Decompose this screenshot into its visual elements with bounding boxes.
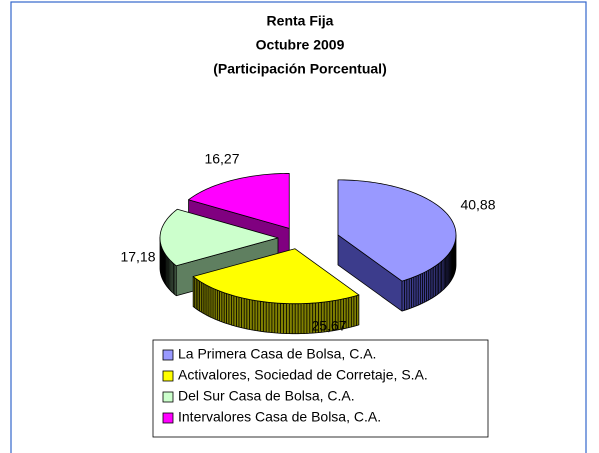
slice bbox=[159, 208, 279, 267]
chart-title: (Participación Porcentual) bbox=[213, 61, 386, 77]
data-label: 16,27 bbox=[204, 151, 239, 167]
legend-label: Del Sur Casa de Bolsa, C.A. bbox=[178, 388, 355, 404]
chart-title: Octubre 2009 bbox=[256, 37, 345, 53]
data-label: 40,88 bbox=[460, 197, 495, 213]
slice bbox=[192, 248, 360, 305]
legend-swatch bbox=[162, 412, 174, 424]
legend-label: La Primera Casa de Bolsa, C.A. bbox=[178, 346, 376, 362]
legend-swatch bbox=[162, 391, 174, 403]
data-label: 25,67 bbox=[311, 318, 346, 334]
legend-label: Intervalores Casa de Bolsa, C.A. bbox=[178, 409, 381, 425]
chart-title: Renta Fija bbox=[267, 13, 334, 29]
slice-side bbox=[192, 276, 360, 335]
slice bbox=[188, 173, 290, 229]
legend-label: Activalores, Sociedad de Corretaje, S.A. bbox=[178, 367, 428, 383]
legend-swatch bbox=[162, 370, 174, 382]
legend-box bbox=[152, 339, 489, 438]
slice-side bbox=[337, 234, 457, 312]
legend-swatch bbox=[162, 349, 174, 361]
slice bbox=[337, 179, 457, 282]
data-label: 17,18 bbox=[120, 249, 155, 265]
slice-side bbox=[159, 237, 279, 297]
